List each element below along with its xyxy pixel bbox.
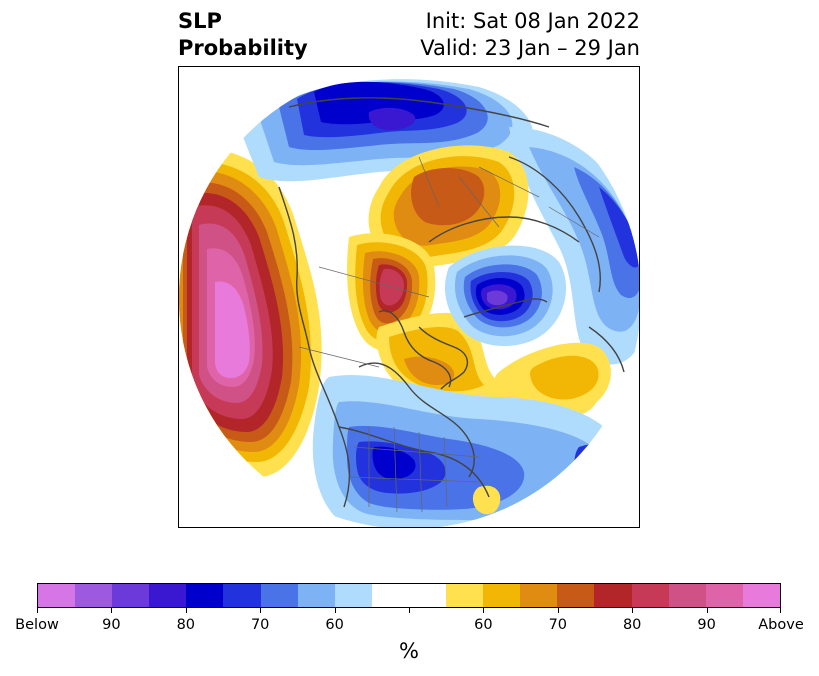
colorbar-tick-label: 90	[102, 617, 121, 633]
colorbar-swatch	[483, 584, 521, 607]
colorbar-swatch	[631, 584, 669, 607]
colorbar-swatch	[223, 584, 261, 607]
colorbar-tick-label: 60	[474, 617, 493, 633]
colorbar-tick	[111, 607, 113, 613]
colorbar-tick-label: 80	[176, 617, 196, 633]
gulf-above-patch	[472, 485, 501, 515]
colorbar-tick-label: 60	[325, 617, 344, 633]
colorbar-swatch	[186, 584, 224, 607]
colorbar-swatch	[705, 584, 743, 607]
colorbar-unit: %	[399, 639, 419, 663]
colorbar-swatch	[112, 584, 150, 607]
colorbar-swatch	[408, 584, 447, 607]
colorbar-tick	[632, 607, 634, 613]
north-pacific-above-anomaly	[179, 149, 322, 477]
colorbar-swatch	[557, 584, 595, 607]
colorbar-swatch	[38, 584, 76, 607]
coastlines	[278, 97, 625, 508]
map-panel	[178, 66, 640, 528]
colorbar-tick	[780, 607, 781, 613]
colorbar-tick-label: Below	[15, 617, 59, 633]
colorbar-swatch	[260, 584, 298, 607]
colorbar-swatch	[297, 584, 335, 607]
colorbar-tick-label: 80	[622, 617, 642, 633]
colorbar-tick	[37, 607, 38, 613]
colorbar-swatch	[446, 584, 484, 607]
title-product: Probability	[178, 36, 308, 60]
colorbar-swatch	[594, 584, 632, 607]
colorbar-ticks	[37, 607, 781, 615]
probability-colorbar	[37, 583, 781, 608]
colorbar-swatch	[334, 584, 372, 607]
map-title-left: SLP Probability	[178, 8, 308, 62]
colorbar-tick	[185, 607, 187, 613]
colorbar-swatch	[668, 584, 706, 607]
colorbar-tick-label: 70	[250, 617, 270, 633]
colorbar-tick-label: Above	[758, 617, 804, 633]
colorbar-swatch	[371, 584, 409, 607]
title-variable: SLP	[178, 9, 222, 33]
colorbar-swatch	[742, 584, 780, 607]
valid-range: Valid: 23 Jan – 29 Jan	[420, 36, 640, 60]
colorbar-tick	[706, 607, 708, 613]
colorbar-tick-label: 70	[548, 617, 568, 633]
country-borders	[298, 156, 600, 513]
colorbar-swatch	[149, 584, 187, 607]
probability-map	[179, 67, 639, 527]
colorbar-swatch	[520, 584, 558, 607]
map-title-right: Init: Sat 08 Jan 2022 Valid: 23 Jan – 29…	[420, 8, 640, 62]
init-date: Init: Sat 08 Jan 2022	[425, 9, 640, 33]
colorbar-tick	[557, 607, 559, 613]
colorbar-tick	[483, 607, 485, 613]
atlantic-above-anomaly	[494, 342, 611, 415]
colorbar-swatch	[75, 584, 113, 607]
colorbar-tick	[409, 607, 410, 613]
colorbar-tick	[334, 607, 336, 613]
colorbar-tick-label: 90	[697, 617, 716, 633]
colorbar-tick	[260, 607, 262, 613]
